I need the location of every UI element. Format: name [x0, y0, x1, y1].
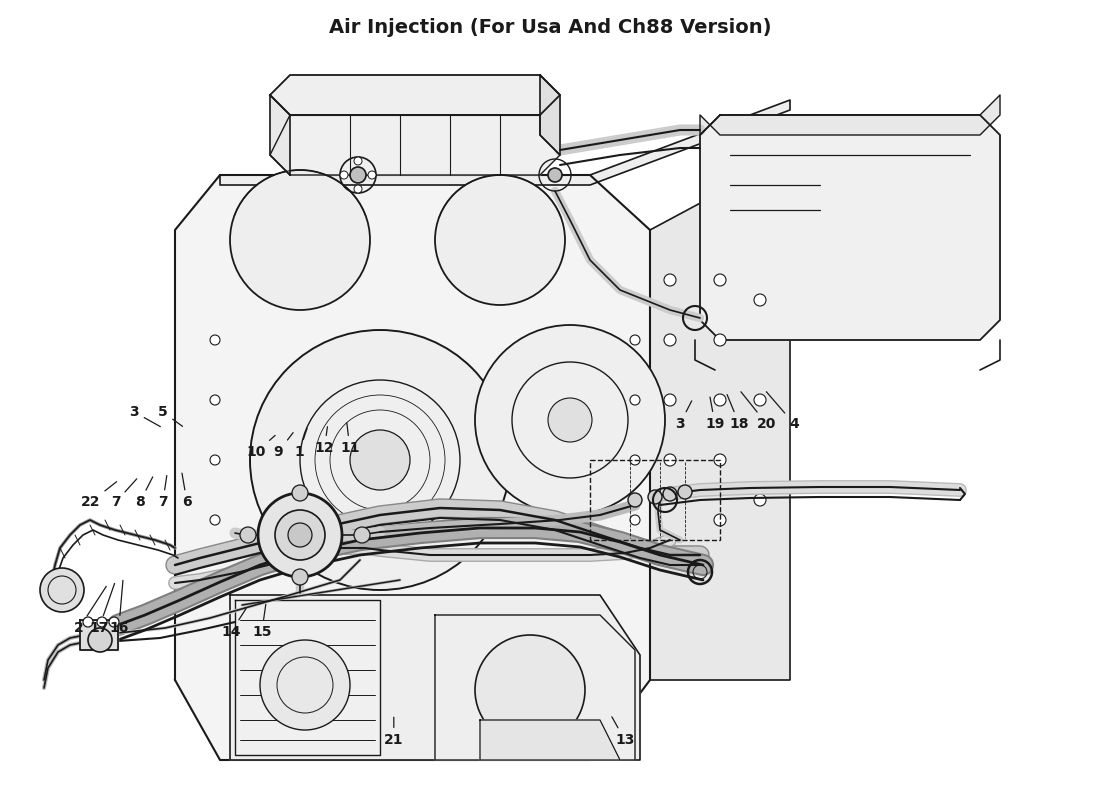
Polygon shape	[650, 155, 790, 680]
Circle shape	[714, 454, 726, 466]
Circle shape	[230, 170, 370, 310]
Circle shape	[109, 617, 119, 627]
Polygon shape	[540, 75, 560, 155]
Circle shape	[548, 168, 562, 182]
Circle shape	[354, 185, 362, 193]
Circle shape	[475, 635, 585, 745]
Text: 5: 5	[158, 405, 183, 426]
Text: 15: 15	[252, 604, 272, 639]
Polygon shape	[80, 620, 118, 650]
Circle shape	[275, 510, 324, 560]
Circle shape	[288, 523, 312, 547]
Text: 7: 7	[111, 479, 136, 510]
Text: 4: 4	[767, 392, 799, 431]
Circle shape	[664, 274, 676, 286]
Circle shape	[754, 494, 766, 506]
Circle shape	[754, 394, 766, 406]
Text: 17: 17	[89, 583, 114, 635]
Polygon shape	[270, 115, 560, 175]
Circle shape	[210, 335, 220, 345]
Text: 8: 8	[135, 477, 153, 510]
Polygon shape	[175, 175, 650, 760]
Bar	[590, 460, 720, 540]
Circle shape	[368, 171, 376, 179]
Circle shape	[40, 568, 84, 612]
Circle shape	[292, 569, 308, 585]
Text: 22: 22	[80, 482, 117, 510]
Polygon shape	[700, 95, 1000, 135]
Circle shape	[210, 395, 220, 405]
Circle shape	[210, 455, 220, 465]
Text: 12: 12	[315, 426, 334, 455]
Text: 3: 3	[130, 405, 161, 426]
Circle shape	[88, 628, 112, 652]
Text: 11: 11	[340, 422, 360, 455]
Polygon shape	[270, 75, 560, 115]
Text: 21: 21	[384, 717, 404, 747]
Circle shape	[475, 325, 666, 515]
Circle shape	[350, 167, 366, 183]
Circle shape	[240, 527, 256, 543]
Text: 9: 9	[274, 433, 293, 459]
Circle shape	[678, 485, 692, 499]
Text: Air Injection (For Usa And Ch88 Version): Air Injection (For Usa And Ch88 Version)	[329, 18, 771, 37]
Circle shape	[292, 485, 308, 501]
Circle shape	[354, 157, 362, 165]
Circle shape	[548, 398, 592, 442]
Polygon shape	[220, 100, 790, 185]
Polygon shape	[235, 600, 380, 755]
Text: 16: 16	[109, 580, 129, 635]
Circle shape	[97, 617, 107, 627]
Text: 2: 2	[75, 586, 107, 635]
Circle shape	[714, 514, 726, 526]
Circle shape	[210, 515, 220, 525]
Circle shape	[250, 330, 510, 590]
Polygon shape	[230, 595, 640, 760]
Text: 19: 19	[705, 397, 725, 431]
Circle shape	[340, 171, 348, 179]
Text: 7: 7	[158, 475, 167, 510]
Circle shape	[350, 430, 410, 490]
Text: 18: 18	[727, 394, 749, 431]
Circle shape	[630, 515, 640, 525]
Circle shape	[434, 175, 565, 305]
Circle shape	[714, 334, 726, 346]
Polygon shape	[700, 115, 1000, 340]
Polygon shape	[434, 615, 635, 760]
Polygon shape	[480, 720, 620, 760]
Circle shape	[648, 490, 662, 504]
Circle shape	[664, 454, 676, 466]
Text: 10: 10	[246, 435, 275, 459]
Circle shape	[630, 395, 640, 405]
Circle shape	[210, 575, 220, 585]
Circle shape	[82, 617, 94, 627]
Circle shape	[260, 640, 350, 730]
Circle shape	[714, 274, 726, 286]
Circle shape	[664, 334, 676, 346]
Circle shape	[354, 527, 370, 543]
Circle shape	[663, 487, 676, 501]
Polygon shape	[270, 95, 290, 175]
Circle shape	[630, 455, 640, 465]
Circle shape	[628, 493, 642, 507]
Text: 1: 1	[295, 428, 307, 459]
Text: 3: 3	[675, 401, 692, 431]
Circle shape	[754, 294, 766, 306]
Text: 6: 6	[182, 473, 191, 510]
Text: 20: 20	[741, 392, 777, 431]
Text: 13: 13	[612, 717, 635, 747]
Circle shape	[664, 394, 676, 406]
Circle shape	[714, 394, 726, 406]
Circle shape	[630, 335, 640, 345]
Circle shape	[258, 493, 342, 577]
Text: 14: 14	[221, 609, 246, 639]
